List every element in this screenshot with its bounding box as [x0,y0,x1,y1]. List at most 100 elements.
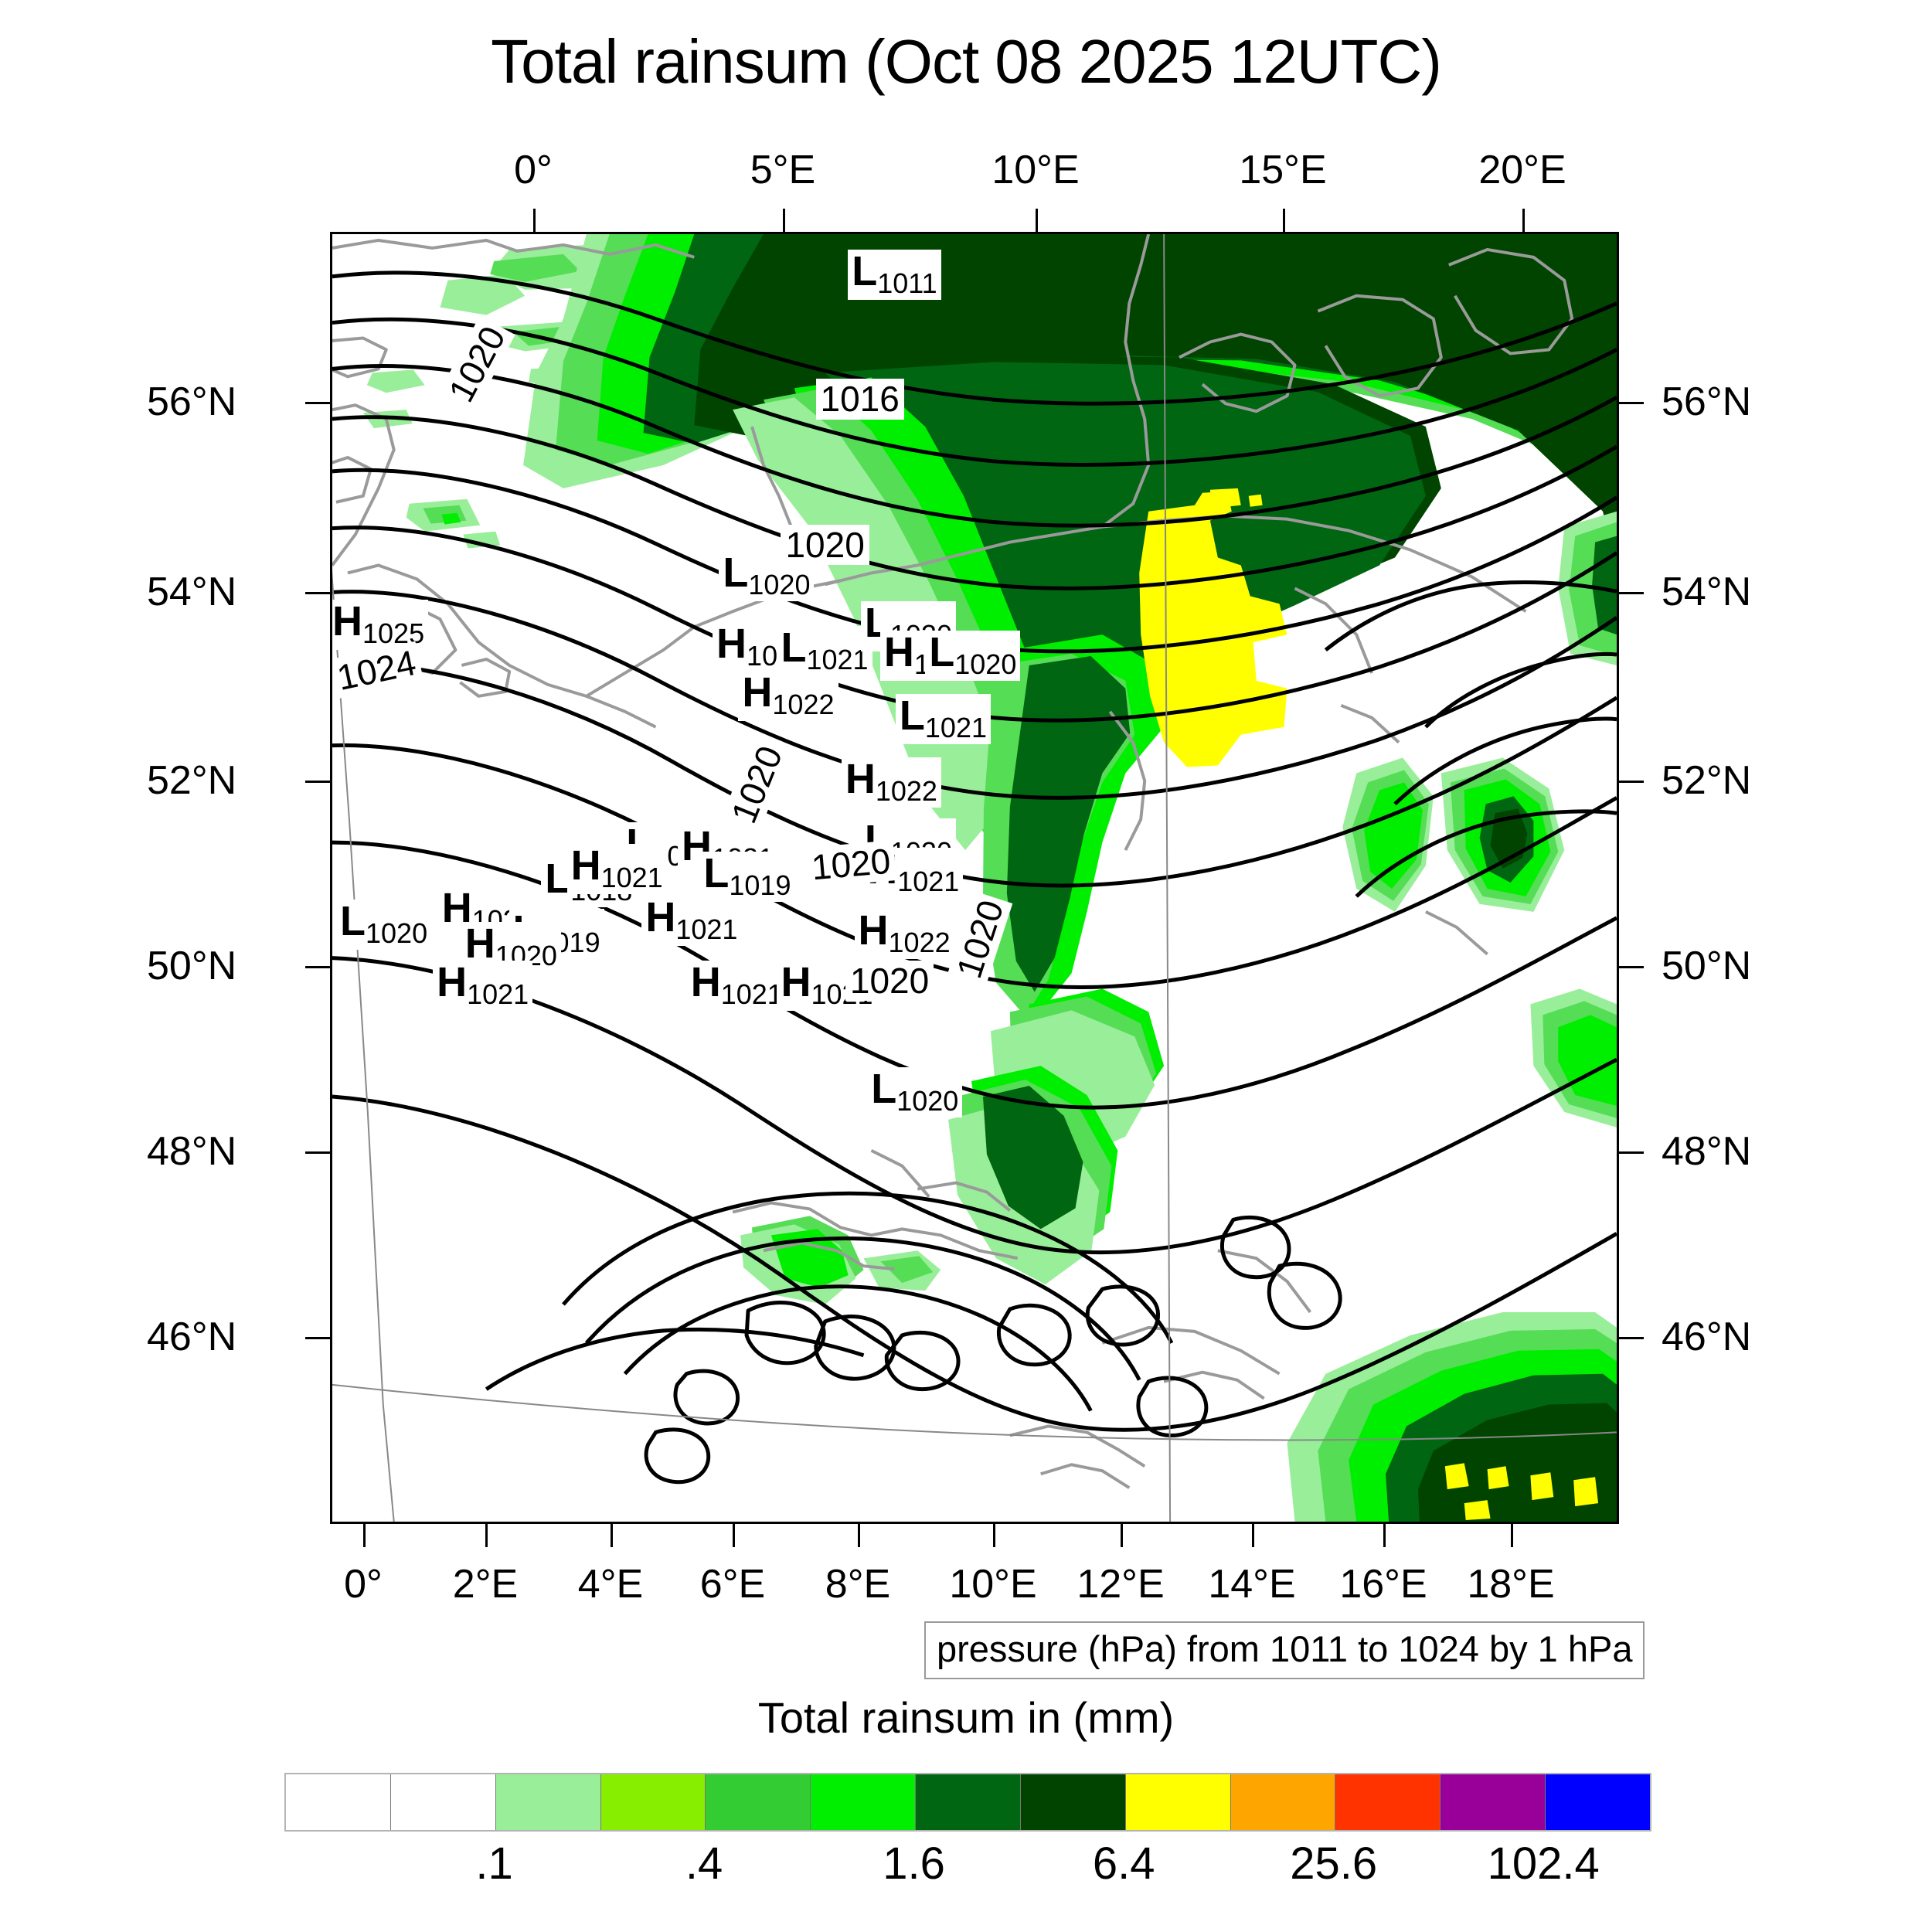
pressure-center-value: 1021 [924,712,987,744]
pressure-center-l-8: L1020 [925,629,1021,682]
right-axis-label-4: 48°N [1662,1129,1752,1174]
colorbar[interactable] [284,1773,1651,1832]
pressure-center-value: 1020 [954,648,1017,681]
pressure-center-value: 1011 [877,267,937,300]
pressure-center-glyph: L [929,629,955,676]
top-axis-label-4: 20°E [1478,148,1566,192]
top-axis-label-2: 10°E [992,148,1080,192]
pressure-center-glyph: L [703,850,730,897]
left-axis-label-5: 46°N [147,1315,237,1359]
pressure-center-h-26: H1021 [686,958,787,1011]
axis-tick [733,1524,735,1547]
axis-tick [1619,402,1644,404]
pressure-center-l-3: L1020 [867,1066,963,1118]
pressure-center-glyph: H [845,756,876,803]
bottom-axis-label-2: 4°E [577,1562,644,1607]
map-plot-area[interactable]: L1011H1025L1020L1020H1022L1021L1020H1022… [330,232,1619,1524]
colorbar-cell-10[interactable] [1335,1774,1441,1830]
pressure-center-l-5: L1021 [777,624,872,676]
contour-label-1: 1016 [815,379,904,420]
pressure-center-glyph: L [340,898,366,945]
pressure-center-value: 1019 [729,869,791,902]
axis-tick [305,1151,330,1154]
axis-tick [1619,781,1644,783]
contour-label-3: 1020 [781,525,869,566]
map-canvas [332,234,1617,1522]
pressure-center-h-11: H1022 [841,756,941,808]
pressure-center-h-17: H1021 [566,844,667,895]
pressure-center-glyph: L [852,248,878,295]
axis-tick [1036,209,1038,232]
colorbar-cell-4[interactable] [706,1774,811,1830]
bottom-axis-label-0: 0° [344,1562,383,1607]
pressure-center-glyph: L [899,692,925,740]
axis-tick [533,209,536,232]
axis-tick [1619,1151,1644,1154]
colorbar-cell-5[interactable] [811,1774,917,1830]
colorbar-cell-1[interactable] [390,1774,496,1830]
pressure-center-value: 1022 [772,689,835,721]
right-axis-label-3: 50°N [1662,944,1752,988]
contour-label-5: 1020 [804,840,897,889]
pressure-center-glyph: L [781,624,807,671]
top-axis-label-3: 15°E [1239,148,1327,192]
axis-tick [305,1337,330,1339]
bottom-axis-label-5: 10°E [949,1562,1037,1607]
colorbar-cell-6[interactable] [916,1774,1021,1830]
colorbar-label-3: 6.4 [1092,1838,1155,1889]
left-axis-label-1: 54°N [147,570,237,614]
axis-tick [1283,209,1285,232]
right-axis-label-0: 56°N [1662,379,1752,424]
colorbar-cell-9[interactable] [1230,1774,1336,1830]
axis-tick [305,402,330,404]
colorbar-cell-8[interactable] [1125,1774,1231,1830]
bottom-axis-label-3: 6°E [699,1562,766,1607]
pressure-center-glyph: H [437,958,468,1005]
top-axis-label-1: 5°E [750,148,816,192]
colorbar-cell-11[interactable] [1440,1774,1546,1830]
bottom-axis-label-7: 14°E [1208,1562,1296,1607]
colorbar-title: Total rainsum in (mm) [757,1693,1175,1742]
pressure-center-value: 1021 [467,978,529,1010]
pressure-center-glyph: H [645,894,676,941]
colorbar-cell-12[interactable] [1546,1774,1650,1830]
top-axis-label-0: 0° [514,148,553,192]
bottom-axis-label-9: 18°E [1467,1562,1555,1607]
axis-tick [1619,966,1644,968]
contour-label-7: 1020 [845,960,934,1001]
pressure-center-glyph: H [690,958,721,1005]
pressure-center-value: 1021 [720,978,783,1010]
colorbar-cell-3[interactable] [600,1774,706,1830]
pressure-legend: pressure (hPa) from 1011 to 1024 by 1 hP… [924,1621,1645,1679]
pressure-center-value: 1021 [806,643,869,675]
axis-tick [858,1524,860,1547]
axis-tick [305,966,330,968]
axis-tick [1619,592,1644,594]
colorbar-cell-2[interactable] [495,1774,601,1830]
axis-tick [305,592,330,594]
pressure-center-value: 1020 [748,568,811,600]
pressure-center-value: 1020 [366,917,428,950]
pressure-center-l-10: L1021 [895,692,991,745]
bottom-axis-label-8: 16°E [1339,1562,1427,1607]
axis-tick [1619,1337,1644,1339]
pressure-center-l-18: L1019 [699,850,795,903]
pressure-center-glyph: H [332,598,362,645]
pressure-center-glyph: H [742,669,773,716]
pressure-center-value: 1022 [875,775,937,808]
bottom-axis-label-1: 2°E [452,1562,519,1607]
axis-tick [611,1524,613,1547]
bottom-axis-label-6: 12°E [1077,1562,1165,1607]
pressure-center-value: 1020 [896,1085,959,1117]
pressure-center-glyph: L [871,1066,897,1113]
graticule [332,234,1617,1522]
colorbar-cell-0[interactable] [286,1774,391,1830]
axis-tick [1522,209,1525,232]
colorbar-label-2: 1.6 [883,1838,945,1889]
pressure-center-value: 1022 [888,926,951,958]
colorbar-label-5: 102.4 [1487,1838,1600,1889]
colorbar-cell-7[interactable] [1020,1774,1126,1830]
pressure-center-l-20: L1020 [336,898,432,951]
pressure-center-value: 1021 [897,866,960,898]
axis-tick [993,1524,995,1547]
